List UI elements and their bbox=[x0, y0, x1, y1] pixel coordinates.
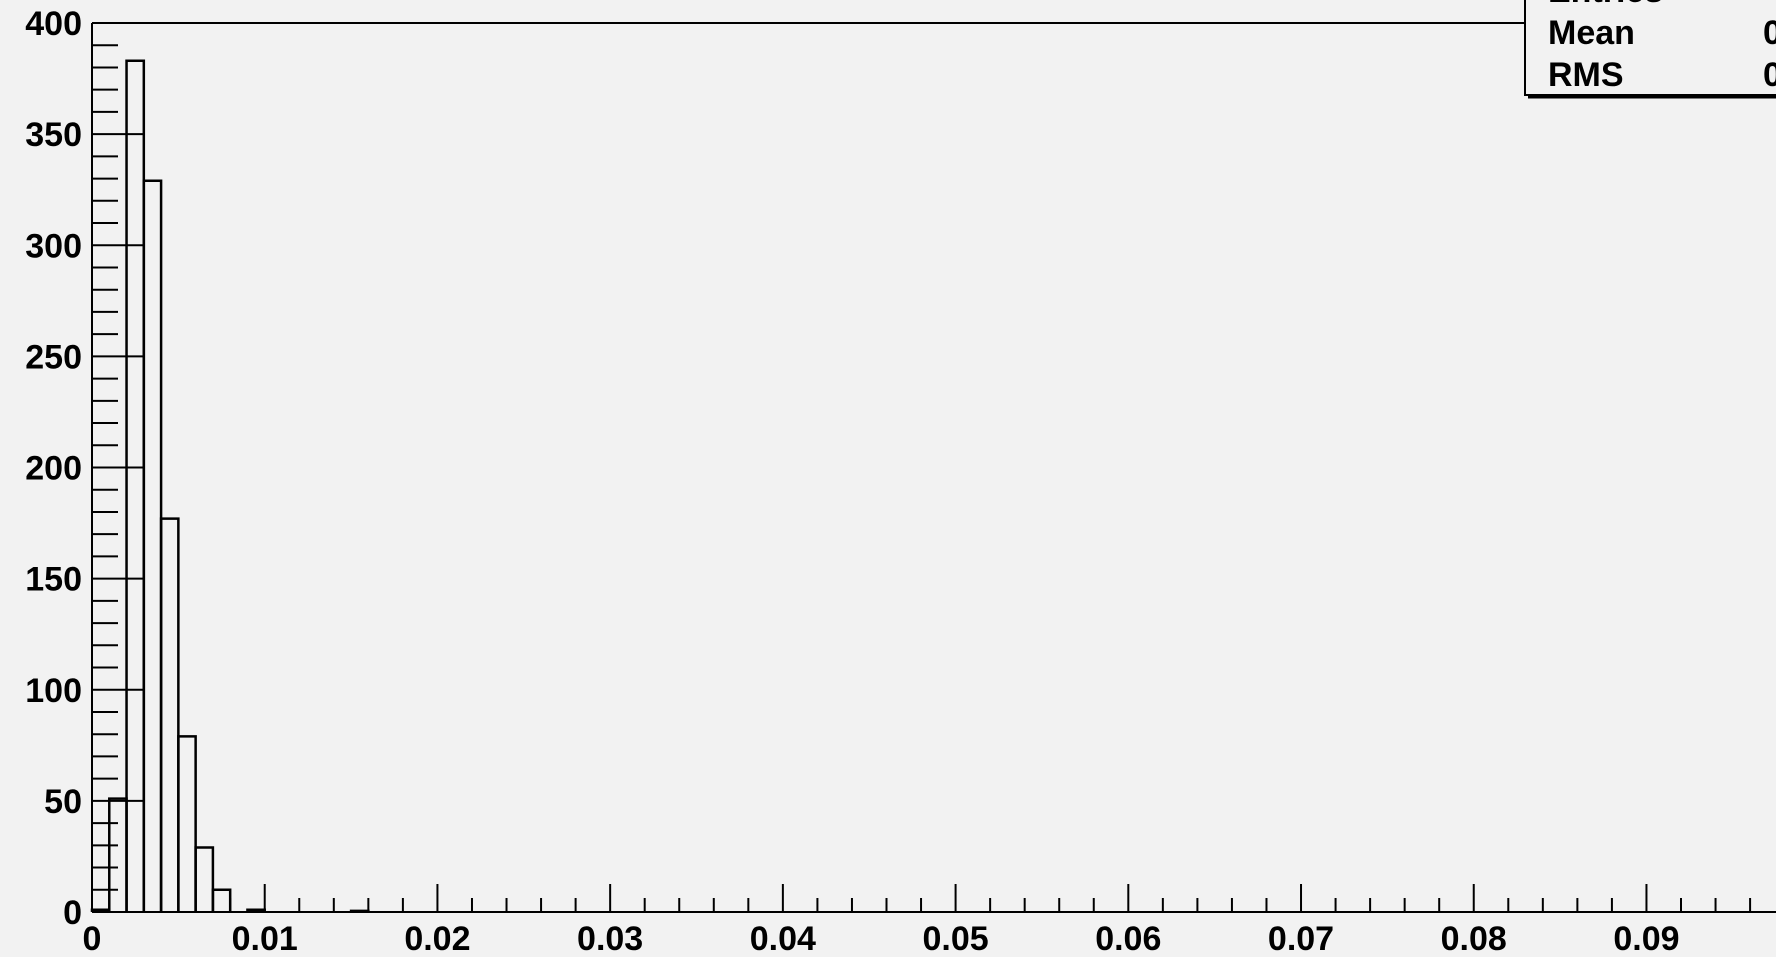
x-tick-label: 0.05 bbox=[922, 920, 988, 957]
y-tick-label: 50 bbox=[44, 783, 82, 821]
x-tick-label: 0.07 bbox=[1268, 920, 1334, 957]
y-tick-label: 0 bbox=[63, 894, 82, 932]
x-tick-label: 0.09 bbox=[1613, 920, 1679, 957]
histogram-bin bbox=[194, 846, 215, 912]
stats-row-value: 0 bbox=[1763, 14, 1776, 52]
y-tick-label: 250 bbox=[25, 338, 82, 376]
histogram-bin bbox=[211, 888, 232, 912]
y-tick-label: 300 bbox=[25, 227, 82, 265]
histogram-bin bbox=[177, 735, 197, 912]
y-tick-label: 400 bbox=[25, 5, 82, 43]
histogram-series bbox=[90, 59, 370, 913]
x-tick-label: 0.03 bbox=[577, 920, 643, 957]
histogram-bin bbox=[349, 909, 370, 913]
x-tick-label: 0.04 bbox=[750, 920, 816, 957]
y-tick-label: 350 bbox=[25, 116, 82, 154]
stats-row-label: RMS bbox=[1548, 56, 1624, 94]
major-ticks bbox=[91, 22, 1648, 913]
x-tick-labels: 0 0.01 0.02 0.03 0.04 0.05 0.06 0.07 0.08 0.09 bbox=[83, 920, 1680, 957]
y-tick-label: 200 bbox=[25, 450, 82, 488]
y-tick-labels: 0 50 100 150 200 250 300 350 400 bbox=[25, 5, 82, 932]
x-tick-label: 0 bbox=[83, 920, 102, 957]
histogram-bin bbox=[159, 517, 180, 912]
y-tick-label: 100 bbox=[25, 672, 82, 710]
stats-row-label: Mean bbox=[1548, 14, 1635, 52]
histogram-bin bbox=[246, 908, 266, 912]
y-tick-label: 150 bbox=[25, 561, 82, 599]
stats-box-frame bbox=[1524, 0, 1776, 96]
stats-row-label: Entries bbox=[1548, 0, 1663, 10]
x-tick-label: 0.06 bbox=[1095, 920, 1161, 957]
x-tick-label: 0.02 bbox=[404, 920, 470, 957]
stats-box: Entries Mean 0 RMS 0 bbox=[1524, 0, 1776, 99]
x-tick-label: 0.01 bbox=[232, 920, 298, 957]
x-tick-label: 0.08 bbox=[1441, 920, 1507, 957]
stats-row-value: 0 bbox=[1763, 56, 1776, 94]
